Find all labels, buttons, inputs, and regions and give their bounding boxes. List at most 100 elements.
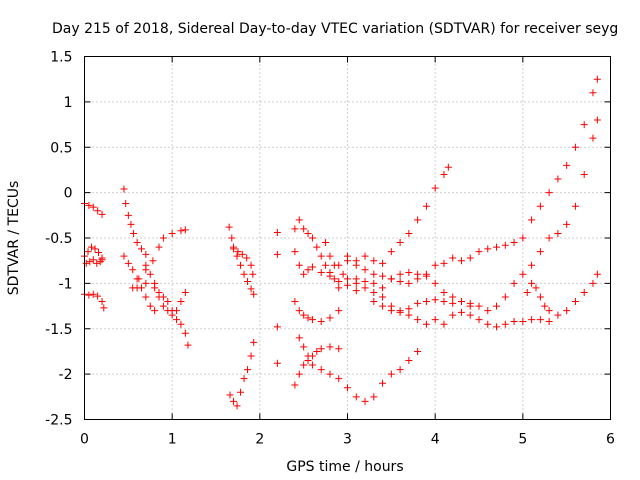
data-point — [233, 252, 241, 260]
data-point — [344, 275, 351, 283]
data-point — [177, 227, 185, 235]
data-point — [273, 323, 281, 331]
data-point — [541, 302, 549, 310]
data-point — [563, 307, 571, 315]
data-point — [237, 261, 245, 269]
data-point — [120, 252, 128, 260]
y-tick-labels: -2.5 -2 -1.5 -1 -0.5 0 0.5 1 1.5 — [45, 50, 72, 429]
data-point — [86, 258, 94, 266]
data-point — [228, 234, 236, 242]
grid-lines — [84, 56, 611, 420]
data-point — [414, 299, 422, 307]
data-point — [308, 361, 316, 369]
data-point — [151, 284, 159, 292]
data-point — [96, 258, 104, 266]
data-point — [304, 314, 312, 322]
series-s13 — [273, 229, 281, 367]
data-point — [127, 220, 135, 228]
data-point — [554, 229, 562, 237]
data-point — [414, 347, 422, 355]
data-point — [528, 216, 536, 224]
data-point — [133, 239, 141, 247]
data-point — [168, 311, 176, 319]
data-point — [589, 89, 597, 97]
data-point — [308, 234, 316, 242]
data-point — [295, 216, 303, 224]
data-point — [177, 320, 185, 328]
data-point — [339, 270, 347, 278]
data-point — [95, 249, 103, 257]
series-s16 — [291, 298, 343, 325]
series-s8 — [142, 261, 192, 349]
data-point — [571, 298, 579, 306]
data-point — [155, 243, 163, 251]
plot-frame — [84, 56, 611, 420]
data-point — [84, 248, 92, 256]
x-tick-label: 2 — [255, 432, 264, 448]
data-point — [98, 298, 106, 306]
data-point — [173, 316, 181, 324]
data-point — [449, 311, 457, 319]
data-point — [335, 375, 343, 383]
data-point — [361, 284, 369, 292]
data-point — [510, 279, 518, 287]
data-point — [457, 257, 465, 265]
data-point — [273, 250, 281, 258]
data-point — [431, 296, 439, 304]
data-point — [122, 200, 130, 208]
data-point — [405, 279, 413, 287]
data-point — [124, 211, 132, 219]
data-point — [414, 316, 422, 324]
data-point — [440, 288, 448, 296]
data-point — [322, 239, 330, 247]
data-point — [352, 275, 360, 283]
data-point — [475, 316, 483, 324]
series-s10 — [225, 223, 258, 298]
data-point — [580, 121, 588, 129]
data-point — [155, 293, 163, 301]
chart-title: Day 215 of 2018, Sidereal Day-to-day VTE… — [52, 21, 618, 37]
data-point — [440, 298, 448, 306]
data-point — [273, 359, 281, 367]
data-point — [313, 243, 321, 251]
data-point — [250, 290, 258, 298]
series-s17 — [291, 343, 343, 389]
data-point — [563, 161, 571, 169]
data-point — [308, 263, 316, 271]
data-point — [370, 270, 378, 278]
data-point — [528, 316, 536, 324]
data-point — [545, 189, 553, 197]
data-point — [528, 261, 536, 269]
data-point — [545, 317, 553, 325]
series-s22 — [352, 75, 601, 292]
data-point — [330, 275, 338, 283]
data-point — [247, 285, 255, 293]
data-point — [536, 202, 544, 210]
data-point — [85, 201, 93, 209]
data-point — [300, 270, 308, 278]
data-point — [98, 256, 106, 264]
x-tick-label: 6 — [606, 432, 615, 448]
data-point — [295, 307, 303, 315]
data-point — [405, 268, 413, 276]
data-point — [326, 252, 334, 260]
x-tick-label: 0 — [80, 432, 89, 448]
y-tick-label: -2 — [59, 367, 73, 383]
x-tick-label: 1 — [168, 432, 177, 448]
data-point — [230, 245, 238, 253]
data-point — [142, 279, 150, 287]
data-point — [405, 311, 413, 319]
data-point — [304, 229, 312, 237]
data-point — [396, 278, 404, 286]
data-point — [501, 320, 509, 328]
data-point — [580, 288, 588, 296]
data-point — [519, 234, 527, 242]
data-point — [361, 266, 369, 274]
data-point — [422, 202, 430, 210]
series-s14 — [291, 216, 343, 292]
y-tick-label: -2.5 — [45, 413, 72, 429]
data-point — [379, 272, 387, 280]
data-point — [230, 397, 238, 405]
data-point — [322, 261, 330, 269]
